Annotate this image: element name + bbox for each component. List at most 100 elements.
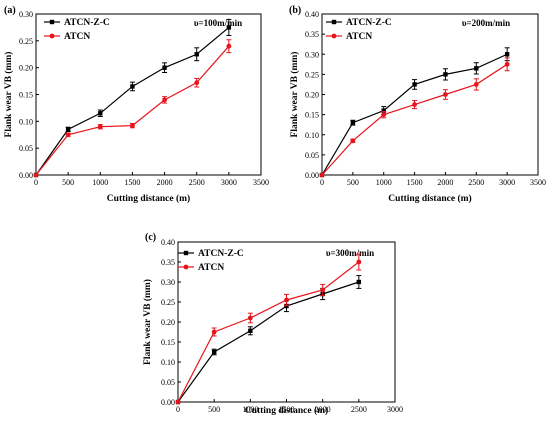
data-point-square bbox=[474, 66, 479, 71]
data-point-circle bbox=[381, 112, 387, 118]
data-point-circle bbox=[504, 61, 510, 67]
panel-c: 0 500 1000 1500 2000 2500 3000 0.00 0.05 0.10 0.15… bbox=[142, 232, 403, 416]
legend-marker-circle bbox=[331, 33, 337, 39]
data-point-circle bbox=[194, 80, 200, 86]
y-tick-label: 0.15 bbox=[305, 111, 319, 120]
y-tick-label: 0.05 bbox=[305, 151, 319, 160]
y-tick-label: 0.35 bbox=[161, 258, 175, 267]
panel-label: (a) bbox=[4, 5, 16, 16]
data-point-circle bbox=[226, 43, 232, 49]
data-point-square bbox=[65, 127, 71, 132]
data-point-circle bbox=[319, 172, 325, 178]
y-tick-label: 0.25 bbox=[161, 298, 175, 307]
y-tick-label: 0.10 bbox=[305, 131, 319, 140]
x-tick-label: 1500 bbox=[407, 178, 423, 187]
data-point-circle bbox=[175, 399, 181, 405]
x-tick-label: 0 bbox=[34, 178, 38, 187]
legend-marker-square bbox=[183, 250, 189, 256]
data-point-circle bbox=[97, 124, 103, 130]
x-tick-label: 1000 bbox=[376, 178, 392, 187]
x-axis-label: Cutting distance (m) bbox=[388, 193, 471, 204]
x-tick-label: 2500 bbox=[189, 178, 205, 187]
data-point-square bbox=[350, 120, 356, 125]
data-point-circle bbox=[412, 102, 417, 107]
y-tick-label: 0.00 bbox=[19, 171, 33, 180]
y-tick-label: 0.00 bbox=[161, 398, 175, 407]
data-point-circle bbox=[162, 97, 167, 103]
y-tick-label: 0.25 bbox=[19, 37, 33, 46]
data-point-square bbox=[226, 25, 232, 30]
legend-marker-circle bbox=[183, 264, 189, 270]
series-line-ATCN-Z-C bbox=[177, 281, 360, 403]
panel-label: (b) bbox=[289, 5, 301, 16]
y-axis-label: Flank wear VB (mm) bbox=[289, 52, 300, 138]
legend-label: ATCN bbox=[64, 32, 90, 42]
y-tick-label: 0.05 bbox=[19, 144, 33, 153]
data-point-circle bbox=[211, 329, 217, 335]
data-point-circle bbox=[33, 172, 39, 178]
data-point-circle bbox=[350, 138, 356, 144]
data-point-square bbox=[381, 108, 386, 113]
data-point-square bbox=[211, 349, 217, 355]
y-tick-label: 0.15 bbox=[161, 338, 175, 347]
x-tick-label: 3000 bbox=[387, 405, 403, 414]
legend-marker-square bbox=[331, 19, 337, 25]
data-point-circle bbox=[443, 92, 448, 97]
x-tick-label: 0 bbox=[176, 405, 180, 414]
y-tick-label: 0.20 bbox=[161, 318, 175, 327]
series-line-ATCN bbox=[177, 261, 360, 403]
data-point-square bbox=[356, 279, 362, 285]
y-tick-label: 0.30 bbox=[19, 10, 33, 19]
speed-annotation: υ=200m/min bbox=[462, 18, 510, 28]
legend-label: ATCN-Z-C bbox=[64, 18, 110, 28]
y-tick-label: 0.05 bbox=[161, 378, 175, 387]
y-tick-label: 0.20 bbox=[19, 64, 33, 73]
data-point-circle bbox=[247, 315, 253, 321]
x-tick-label: 2500 bbox=[351, 405, 367, 414]
data-point-circle bbox=[320, 287, 326, 293]
x-tick-label: 1500 bbox=[279, 405, 295, 414]
data-point-circle bbox=[356, 259, 362, 265]
legend-label: ATCN bbox=[346, 32, 372, 42]
x-tick-label: 2000 bbox=[315, 405, 331, 414]
y-tick-label: 0.40 bbox=[305, 10, 319, 19]
y-axis-label: Flank wear VB (mm) bbox=[3, 52, 14, 138]
x-tick-label: 3000 bbox=[221, 178, 237, 187]
x-tick-label: 2000 bbox=[157, 178, 173, 187]
data-point-square bbox=[194, 52, 199, 57]
speed-annotation: υ=100m/min bbox=[194, 18, 242, 28]
x-tick-label: 1000 bbox=[92, 178, 108, 187]
panel-label: (c) bbox=[145, 232, 156, 243]
x-axis-label: Cutting distance (m) bbox=[245, 405, 328, 416]
x-tick-label: 500 bbox=[347, 178, 359, 187]
panel-a: 0 500 1000 1500 2000 2500 3000 3500 0.00 0.05 0.10… bbox=[3, 5, 269, 204]
y-tick-label: 0.30 bbox=[305, 50, 319, 59]
data-point-circle bbox=[65, 132, 71, 138]
legend-marker-circle bbox=[49, 33, 55, 39]
x-tick-label: 2000 bbox=[437, 178, 453, 187]
data-point-square bbox=[162, 65, 167, 70]
x-tick-label: 2500 bbox=[468, 178, 484, 187]
data-point-square bbox=[412, 82, 417, 87]
series-line-ATCN-Z-C bbox=[321, 53, 508, 176]
y-tick-label: 0.25 bbox=[305, 70, 319, 79]
x-tick-label: 3500 bbox=[253, 178, 269, 187]
legend-label: ATCN-Z-C bbox=[198, 249, 244, 259]
y-tick-label: 0.10 bbox=[161, 358, 175, 367]
y-tick-label: 0.40 bbox=[161, 238, 175, 247]
data-point-square bbox=[504, 52, 510, 57]
y-tick-label: 0.20 bbox=[305, 91, 319, 100]
data-point-square bbox=[443, 72, 448, 77]
series-line-ATCN bbox=[35, 45, 230, 176]
speed-annotation: υ=300m/min bbox=[326, 248, 374, 258]
x-tick-label: 3000 bbox=[499, 178, 515, 187]
data-point-circle bbox=[473, 82, 479, 87]
legend-label: ATCN-Z-C bbox=[346, 18, 392, 28]
x-tick-label: 500 bbox=[208, 405, 220, 414]
y-tick-label: 0.10 bbox=[19, 117, 33, 126]
legend-label: ATCN bbox=[198, 263, 224, 273]
legend-marker-square bbox=[49, 19, 55, 25]
x-tick-label: 3500 bbox=[530, 178, 546, 187]
data-point-square bbox=[248, 328, 253, 333]
x-tick-label: 500 bbox=[62, 178, 74, 187]
